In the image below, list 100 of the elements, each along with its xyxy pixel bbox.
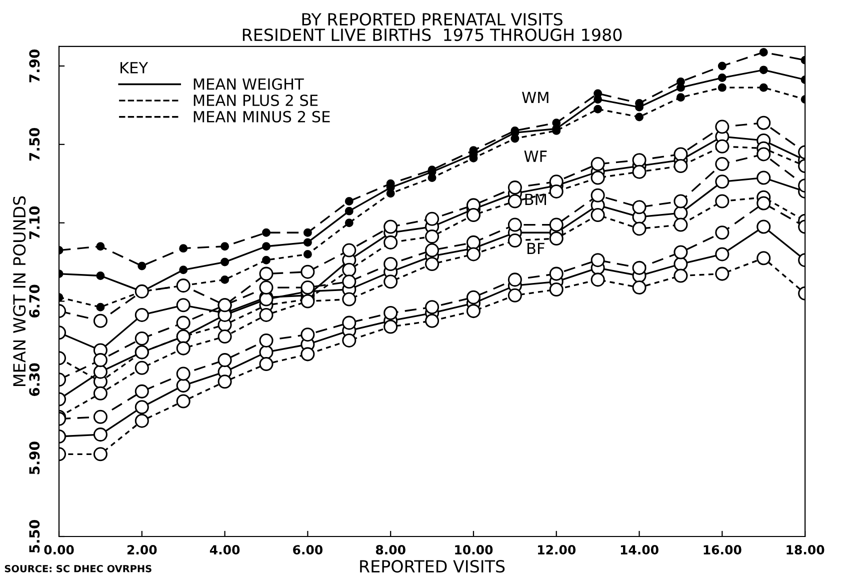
point <box>466 235 480 250</box>
y-tick-label: 6.70 <box>29 284 40 318</box>
point <box>632 200 646 214</box>
point <box>220 258 230 266</box>
point <box>759 66 768 74</box>
point <box>425 212 440 226</box>
point <box>466 208 480 222</box>
point <box>590 157 605 172</box>
point <box>176 394 190 408</box>
point <box>303 250 312 258</box>
point <box>259 333 274 348</box>
point <box>674 147 688 162</box>
point <box>259 356 274 371</box>
point <box>676 93 685 102</box>
point <box>715 174 730 189</box>
y-tick-label: 5.90 <box>29 442 40 474</box>
point <box>220 275 230 284</box>
annotation: BF <box>528 242 544 254</box>
point <box>342 292 356 306</box>
legend-label: MEAN MINUS 2 SE <box>194 110 330 122</box>
y-axis-title: MEAN WGT IN POUNDS <box>13 196 26 386</box>
point <box>590 188 605 202</box>
point <box>176 316 190 330</box>
point <box>549 218 564 232</box>
point <box>134 414 149 428</box>
point <box>632 153 646 168</box>
point <box>635 112 644 122</box>
point <box>508 218 522 232</box>
x-tick-label: 4.00 <box>210 545 240 555</box>
point <box>715 194 730 208</box>
point <box>718 74 726 82</box>
point <box>342 274 356 289</box>
point <box>549 232 564 246</box>
point <box>303 238 312 247</box>
point <box>466 290 480 304</box>
point <box>425 300 440 314</box>
point <box>674 194 688 208</box>
point <box>93 353 108 368</box>
point <box>384 274 398 289</box>
point <box>262 242 270 251</box>
point <box>590 208 605 222</box>
point <box>344 218 354 228</box>
point <box>674 158 688 173</box>
y-tick-label: 5.50 <box>29 520 40 553</box>
point <box>344 206 354 216</box>
point <box>134 360 149 375</box>
point <box>218 353 232 368</box>
point <box>93 364 108 379</box>
point <box>756 170 771 185</box>
chart-title: BY REPORTED PRENATAL VISITS RESIDENT LIVE BIRTHS 1975 THROUGH 1980 <box>242 12 622 42</box>
point <box>508 180 522 195</box>
point <box>590 253 605 268</box>
point <box>715 120 730 134</box>
point <box>715 139 730 154</box>
point <box>386 189 395 198</box>
point <box>549 266 564 281</box>
point <box>632 164 646 179</box>
point <box>425 314 440 328</box>
point <box>342 262 356 277</box>
point <box>96 242 105 251</box>
point <box>218 330 232 344</box>
point <box>508 272 522 287</box>
point <box>425 230 440 244</box>
point <box>759 83 768 92</box>
x-tick-label: 12.00 <box>538 545 576 555</box>
point <box>759 48 768 57</box>
point <box>384 320 398 334</box>
point <box>176 366 190 381</box>
point <box>300 347 315 362</box>
legend-title: KEY <box>120 62 148 74</box>
point <box>594 104 602 114</box>
x-tick-label: 14.00 <box>620 545 658 555</box>
point <box>134 331 149 346</box>
annotation: BM <box>525 194 546 205</box>
point <box>300 264 315 279</box>
point <box>384 220 398 234</box>
point <box>718 83 726 92</box>
point <box>93 410 108 424</box>
x-tick-label: 16.00 <box>704 545 742 555</box>
y-tick-label: 7.90 <box>29 50 40 82</box>
point <box>590 272 605 287</box>
point <box>342 316 356 330</box>
point <box>676 77 685 86</box>
point <box>93 428 108 442</box>
x-tick-label: 0.00 <box>44 545 74 555</box>
point <box>138 262 146 270</box>
x-tick-label: 10.00 <box>455 545 493 555</box>
point <box>134 384 149 398</box>
annotation: WF <box>524 150 547 162</box>
point <box>632 222 646 236</box>
x-axis-title: REPORTED VISITS <box>360 560 505 573</box>
x-tick-label: 8.00 <box>376 545 406 555</box>
point <box>93 314 108 328</box>
point <box>384 256 398 272</box>
x-tick-label: 18.00 <box>786 545 824 555</box>
point <box>134 308 149 322</box>
point <box>466 247 480 262</box>
point <box>632 280 646 295</box>
point <box>176 378 190 393</box>
point <box>674 245 688 260</box>
